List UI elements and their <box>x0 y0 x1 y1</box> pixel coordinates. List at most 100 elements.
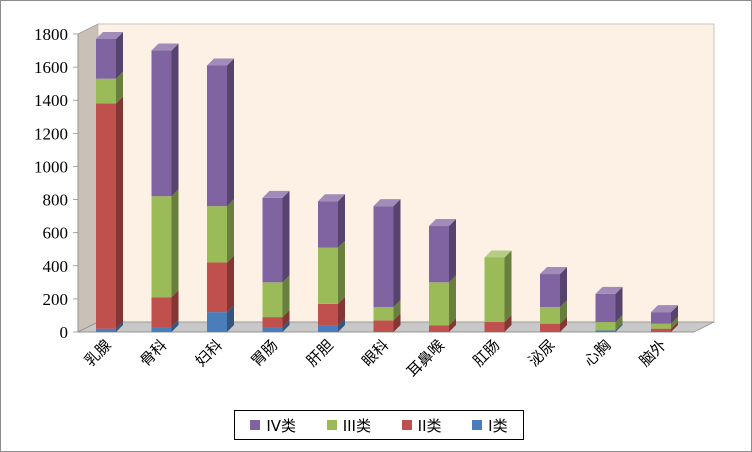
x-tick-label: 骨科 <box>136 336 170 370</box>
legend-item: IV类 <box>250 415 296 436</box>
bar-side <box>560 316 567 332</box>
y-tick-label: 1000 <box>34 157 68 176</box>
y-tick-label: 600 <box>43 224 69 243</box>
bar-segment <box>373 320 394 332</box>
legend-label: III类 <box>342 416 371 435</box>
bar-top <box>373 199 401 207</box>
bar-top <box>151 43 179 51</box>
bar-side <box>338 318 345 332</box>
x-tick-label: 乳腺 <box>81 336 115 370</box>
bar-segment <box>429 282 449 326</box>
bar-segment <box>318 247 338 304</box>
bar-side <box>227 305 234 332</box>
bar-top <box>540 267 567 275</box>
bar-side <box>171 290 179 328</box>
bar-side <box>671 316 678 329</box>
x-tick-label: 胃肠 <box>247 336 281 370</box>
bar-segment <box>151 297 172 328</box>
bar-side <box>393 300 401 321</box>
bar-side <box>227 199 234 263</box>
bar-side <box>227 255 234 313</box>
bar-segment <box>429 325 449 332</box>
bar-segment <box>96 103 116 329</box>
x-tick-label: 妇科 <box>192 336 226 370</box>
bar-segment <box>540 274 560 308</box>
y-tick-label: 800 <box>43 191 69 210</box>
bar-side <box>449 219 456 283</box>
legend-label: I类 <box>488 416 508 435</box>
bar-segment <box>262 317 283 328</box>
bar-segment <box>151 196 172 298</box>
bar-segment <box>262 282 283 318</box>
legend-swatch <box>326 420 337 430</box>
bar-segment <box>207 65 227 207</box>
bar-segment <box>207 312 227 332</box>
bar-side <box>171 189 179 298</box>
legend-swatch <box>401 420 412 430</box>
bar-top <box>207 58 234 66</box>
bar-side <box>393 199 401 308</box>
bar-segment <box>595 322 616 331</box>
legend-item: I类 <box>472 415 508 436</box>
y-tick-label: 1400 <box>34 91 68 110</box>
back-wall <box>97 23 715 323</box>
bar-segment <box>651 328 671 332</box>
x-tick-label: 肝胆 <box>303 336 337 370</box>
bar-side <box>338 240 345 304</box>
bar-segment <box>151 327 172 332</box>
x-tick-label: 脑外 <box>636 336 670 370</box>
x-tick-label: 耳鼻喉 <box>403 336 448 381</box>
legend-item: II类 <box>401 415 442 436</box>
bar-side <box>671 321 678 332</box>
legend-swatch <box>472 420 483 430</box>
y-tick-label: 400 <box>43 257 69 276</box>
bar-top <box>262 190 290 198</box>
y-tick-label: 0 <box>60 323 69 342</box>
bar-segment <box>207 206 227 263</box>
bar-top <box>484 250 512 258</box>
x-tick-label: 泌尿 <box>525 336 559 370</box>
bar-side <box>116 321 123 332</box>
bar-side <box>116 71 123 104</box>
bar-side <box>338 194 345 248</box>
bar-top <box>318 194 345 202</box>
bar-side <box>171 43 179 197</box>
bar-top <box>651 305 678 313</box>
bar-side <box>615 286 623 323</box>
bar-segment <box>540 323 560 332</box>
bar-segment <box>262 327 283 332</box>
bar-segment <box>318 325 338 332</box>
bar-segment <box>318 201 338 248</box>
bar-segment <box>484 257 505 323</box>
bar-segment <box>484 322 505 332</box>
x-tick-label: 肛肠 <box>469 336 503 370</box>
y-tick-label: 1800 <box>34 25 68 44</box>
y-tick-label: 1600 <box>34 58 68 77</box>
legend-label: II类 <box>417 416 442 435</box>
bar-side <box>615 315 623 331</box>
bar-segment <box>373 307 394 321</box>
bar-segment <box>540 307 560 324</box>
bar-segment <box>207 262 227 313</box>
bar-side <box>227 58 234 207</box>
bar-side <box>171 320 179 332</box>
x-tick-label: 心胸 <box>580 336 614 370</box>
legend-label: IV类 <box>266 416 297 435</box>
bar-segment <box>429 226 449 283</box>
bar-side <box>504 250 512 323</box>
bar-side <box>282 275 290 318</box>
side-wall <box>77 23 99 333</box>
bar-side <box>393 313 401 332</box>
bar-side <box>282 190 290 283</box>
bar-side <box>560 300 567 324</box>
legend-item: III类 <box>326 415 371 436</box>
bar-top <box>429 219 456 227</box>
bar-segment <box>318 303 338 326</box>
y-tick-label: 200 <box>43 290 69 309</box>
bar-side <box>449 318 456 332</box>
bar-segment <box>595 330 616 332</box>
bar-segment <box>151 50 172 197</box>
bar-side <box>116 96 123 329</box>
bar-segment <box>96 38 116 79</box>
